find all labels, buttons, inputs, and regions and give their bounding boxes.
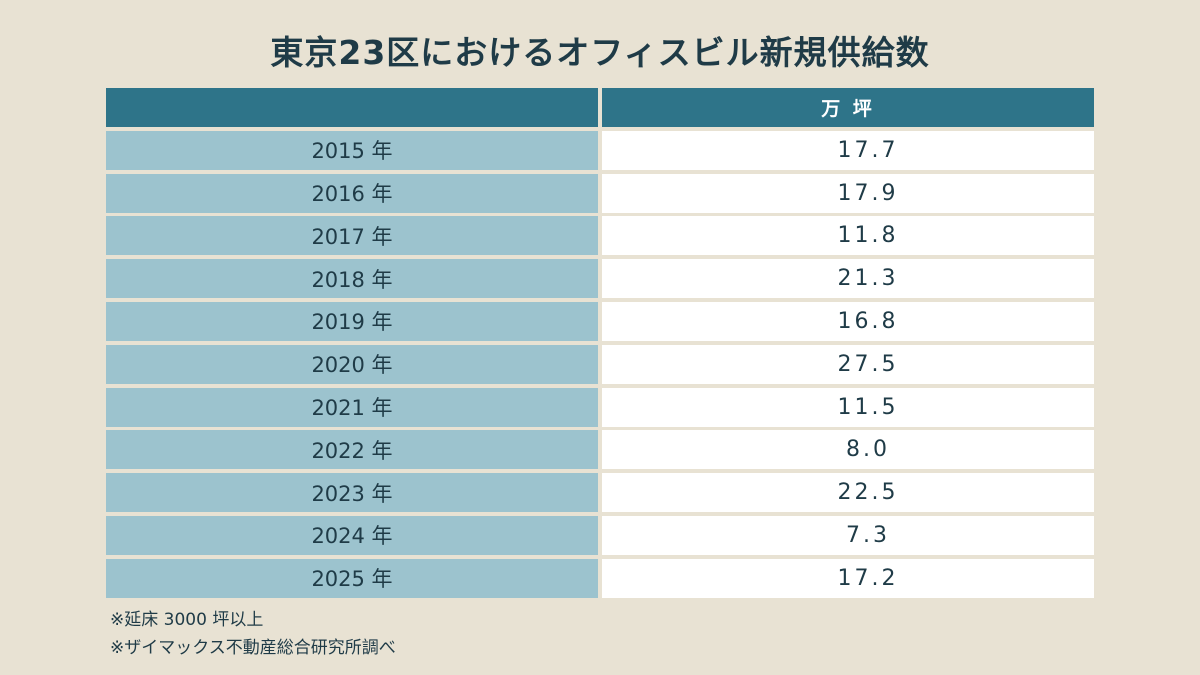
- table-body: 2015 年 17.7 2016 年 17.9 2017 年 11.8 2018 年 21.3…: [106, 130, 1094, 598]
- value-cell: 17.2: [602, 558, 1094, 598]
- value-cell: 17.9: [602, 173, 1094, 213]
- table-row: 2017 年 11.8: [106, 216, 1094, 256]
- table-row: 2022 年 8.0: [106, 430, 1094, 470]
- value-cell: 11.5: [602, 387, 1094, 427]
- table-row: 2021 年 11.5: [106, 387, 1094, 427]
- table-row: 2020 年 27.5: [106, 344, 1094, 384]
- header-unit: 万 坪: [602, 88, 1094, 127]
- table-header: 万 坪: [106, 88, 1094, 127]
- year-cell: 2019 年: [106, 301, 598, 341]
- table-row: 2023 年 22.5: [106, 473, 1094, 513]
- value-cell: 21.3: [602, 259, 1094, 299]
- value-cell: 11.8: [602, 216, 1094, 256]
- year-cell: 2024 年: [106, 515, 598, 555]
- year-cell: 2021 年: [106, 387, 598, 427]
- value-cell: 27.5: [602, 344, 1094, 384]
- year-cell: 2018 年: [106, 259, 598, 299]
- year-cell: 2023 年: [106, 473, 598, 513]
- chart-title: 東京23区におけるオフィスビル新規供給数: [270, 33, 930, 72]
- table-row: 2016 年 17.9: [106, 173, 1094, 213]
- notes: ※延床 3000 坪以上 ※ザイマックス不動産総合研究所調べ: [110, 606, 396, 662]
- table-row: 2019 年 16.8: [106, 301, 1094, 341]
- table-row: 2024 年 7.3: [106, 515, 1094, 555]
- year-cell: 2016 年: [106, 173, 598, 213]
- value-cell: 16.8: [602, 301, 1094, 341]
- year-cell: 2015 年: [106, 130, 598, 170]
- value-cell: 8.0: [602, 430, 1094, 470]
- data-table: 万 坪 2015 年 17.7 2016 年 17.9 2017 年 11.8 2018 年…: [106, 88, 1094, 602]
- value-cell: 7.3: [602, 515, 1094, 555]
- header-year: [106, 88, 598, 127]
- value-cell: 17.7: [602, 130, 1094, 170]
- year-cell: 2022 年: [106, 430, 598, 470]
- year-cell: 2017 年: [106, 216, 598, 256]
- value-cell: 22.5: [602, 473, 1094, 513]
- year-cell: 2020 年: [106, 344, 598, 384]
- table-row: 2015 年 17.7: [106, 130, 1094, 170]
- table-row: 2025 年 17.2: [106, 558, 1094, 598]
- note-source: ※ザイマックス不動産総合研究所調べ: [110, 638, 396, 658]
- year-cell: 2025 年: [106, 558, 598, 598]
- note-floor-area: ※延床 3000 坪以上: [110, 610, 264, 630]
- table-row: 2018 年 21.3: [106, 259, 1094, 299]
